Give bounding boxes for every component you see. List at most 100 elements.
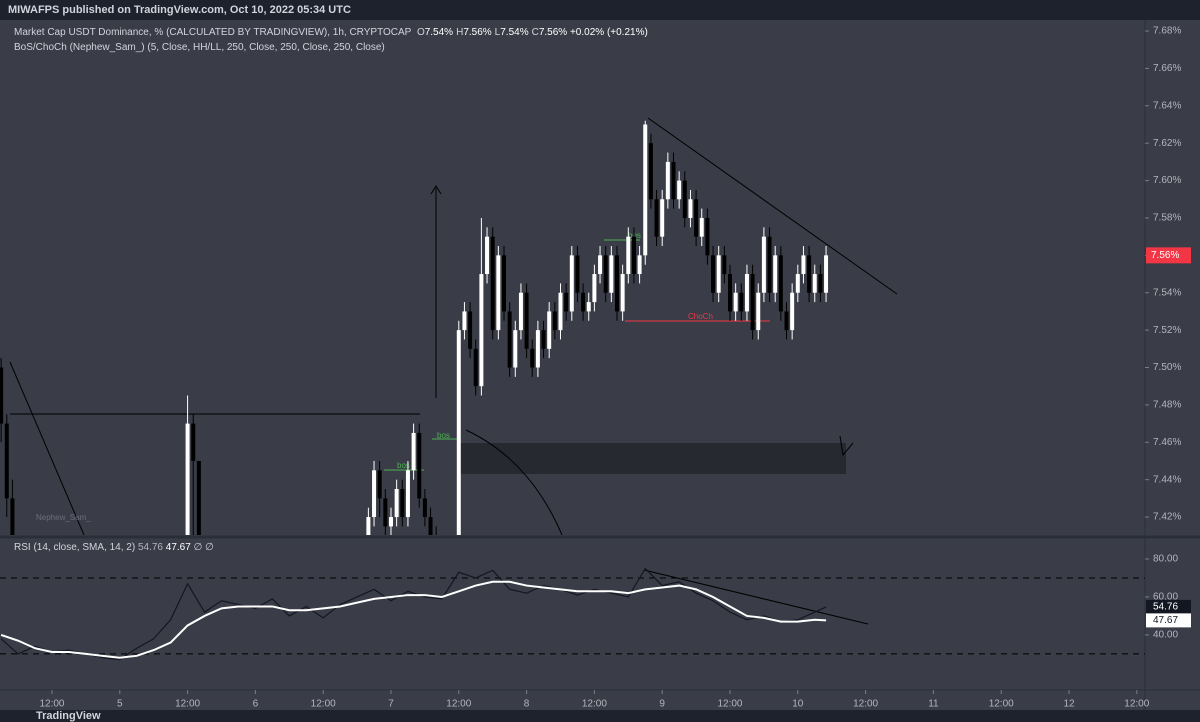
candle-body — [592, 274, 597, 303]
candle-body — [727, 274, 732, 312]
rsi-line — [0, 580, 827, 659]
value-label: 54.76 — [1153, 602, 1178, 613]
ohlc-key: O — [416, 27, 425, 38]
candle-body — [558, 292, 563, 331]
candle-body — [575, 255, 580, 293]
y-tick-label: 7.42% — [1153, 512, 1181, 523]
candle-body — [541, 330, 546, 349]
candle-body — [716, 255, 721, 293]
ohlc-key: H — [456, 27, 464, 38]
candle-body — [473, 348, 478, 387]
x-tick-label: 12:00 — [446, 699, 471, 710]
drawings: bos bos bos ChoCh Nephew_Sam_ — [9, 117, 898, 535]
last-price-box — [1146, 247, 1191, 264]
rsi-title: RSI (14, close, SMA, 14, 2) — [14, 542, 136, 553]
rsi-extra: ∅ — [193, 542, 203, 553]
y-tick-label: 7.50% — [1153, 362, 1181, 373]
candle-body — [552, 311, 557, 331]
candle-body — [405, 470, 410, 518]
candle-body — [569, 255, 574, 312]
x-tick-label: 9 — [659, 699, 665, 710]
candle-body — [196, 460, 201, 535]
candle-body — [654, 199, 659, 237]
curve — [465, 429, 563, 535]
footer-text: TradingView — [36, 710, 101, 722]
candle-body — [377, 470, 382, 499]
y-tick-label: 7.62% — [1153, 138, 1181, 149]
trend-line — [643, 569, 869, 625]
candle-body — [586, 302, 591, 312]
candle-body — [795, 274, 800, 293]
x-tick-label: 12:00 — [311, 699, 336, 710]
candle-body — [761, 236, 766, 293]
ohlc-value: 7.56% — [463, 27, 492, 38]
candle-body — [626, 236, 631, 275]
ohlc-value: 7.54% — [424, 27, 454, 38]
candle-body — [790, 292, 795, 331]
annotation: ChoCh — [688, 312, 713, 321]
candle-body — [191, 423, 196, 461]
candle-body — [705, 217, 710, 256]
rsi-drawings — [643, 569, 869, 625]
candle-body — [694, 199, 699, 237]
candle-body — [518, 292, 523, 331]
candle-body — [366, 517, 371, 535]
candle-body — [824, 255, 829, 293]
candle-body — [739, 292, 744, 312]
candle-body — [711, 255, 716, 293]
candle-body — [643, 124, 648, 256]
candle-body — [688, 199, 693, 218]
value-box — [1146, 599, 1191, 614]
candle-body — [665, 161, 670, 200]
candle-body — [185, 423, 190, 535]
candle-body — [699, 217, 704, 237]
rsi-value: 54.76 — [137, 542, 163, 553]
candle-body — [778, 255, 783, 312]
candle-body — [462, 311, 467, 331]
candle-body — [507, 311, 512, 368]
candle-body — [564, 292, 569, 312]
x-tick-label: 5 — [117, 699, 123, 710]
y-tick-label: 7.68% — [1153, 26, 1181, 37]
candle-body — [417, 432, 422, 499]
x-tick-label: 12:00 — [39, 699, 64, 710]
candle-body — [773, 255, 778, 293]
candle-body — [547, 311, 552, 349]
value-label: 47.67 — [1153, 615, 1178, 626]
annotation: bos — [397, 461, 410, 470]
candle-body — [530, 348, 535, 368]
footer-bar — [0, 710, 1200, 722]
candle-body — [784, 311, 789, 331]
chart-background — [0, 20, 1200, 710]
ohlc-key: C — [531, 27, 539, 38]
candle-body — [722, 255, 727, 275]
small-arrow — [839, 435, 854, 457]
candle-body — [812, 274, 817, 293]
candle-body — [428, 517, 433, 535]
y-tick-label: 7.48% — [1153, 400, 1181, 411]
trend-line — [647, 117, 898, 295]
y-tick-label: 60.00 — [1153, 592, 1178, 603]
candle-body — [733, 292, 738, 312]
candle-body — [456, 330, 461, 535]
candle-body — [648, 143, 653, 200]
candle-body — [603, 255, 608, 293]
y-tick-label: 80.00 — [1153, 554, 1178, 565]
candle-body — [620, 274, 625, 312]
x-tick-label: 10 — [792, 699, 804, 710]
y-tick-label: 7.44% — [1153, 474, 1181, 485]
y-tick-label: 7.64% — [1153, 100, 1181, 111]
x-tick-label: 12:00 — [717, 699, 742, 710]
value-box — [1146, 613, 1191, 628]
annotation: bos — [437, 431, 450, 440]
y-tick-label: 7.60% — [1153, 175, 1181, 186]
candle-body — [372, 470, 377, 518]
ohlc-key: L — [494, 27, 501, 38]
candle-body — [422, 498, 427, 518]
candle-body — [411, 432, 416, 471]
rsi-extra: ∅ — [205, 542, 214, 553]
candle-body — [767, 236, 772, 293]
candle-body — [4, 423, 9, 499]
x-tick-label: 12:00 — [175, 699, 200, 710]
